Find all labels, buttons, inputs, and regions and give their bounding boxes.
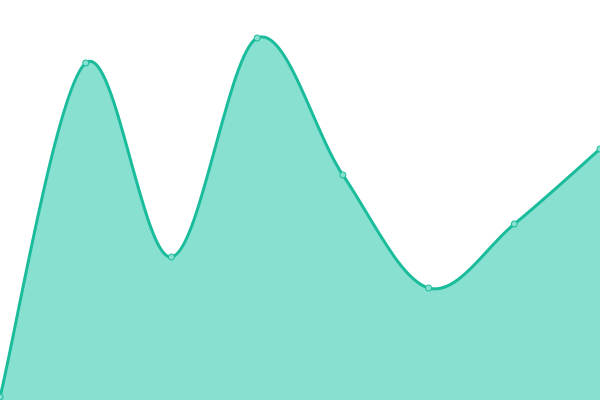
data-point	[596, 145, 600, 153]
area-fill	[0, 36, 600, 400]
data-point	[425, 284, 433, 292]
data-point	[510, 220, 518, 228]
data-point	[167, 253, 175, 261]
data-point	[253, 34, 261, 42]
data-point	[82, 59, 90, 67]
data-point	[339, 171, 347, 179]
data-points	[0, 34, 600, 400]
data-point	[0, 393, 4, 400]
